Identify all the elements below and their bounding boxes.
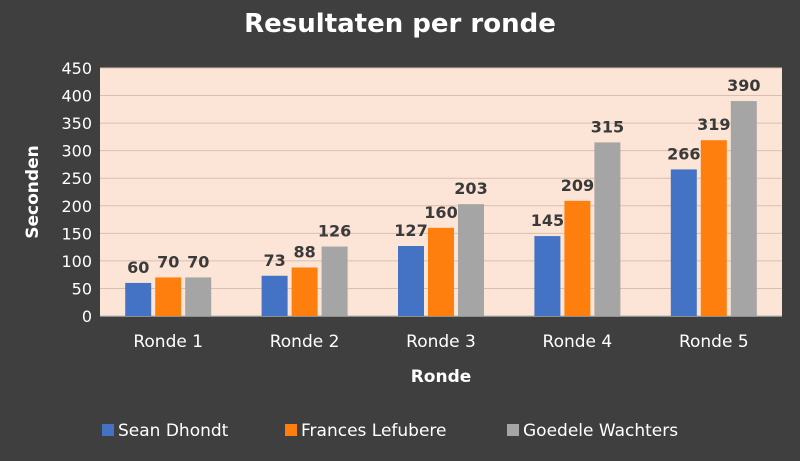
y-tick-label: 450 [61, 59, 92, 78]
data-label: 160 [424, 203, 457, 222]
bar [125, 282, 152, 316]
bar [458, 204, 484, 316]
bar [670, 169, 697, 316]
bar [291, 267, 318, 316]
y-tick-label: 300 [61, 142, 92, 161]
legend-swatch [102, 424, 114, 436]
bar [428, 227, 454, 316]
chart-title: Resultaten per ronde [244, 9, 556, 39]
x-tick-label: Ronde 2 [270, 332, 340, 352]
data-label: 127 [394, 221, 427, 240]
bar [398, 246, 424, 316]
bar [185, 277, 212, 316]
data-label: 266 [667, 144, 700, 163]
data-label: 60 [127, 258, 149, 277]
x-tick-label: Ronde 4 [543, 332, 613, 352]
data-label: 70 [157, 252, 179, 271]
data-label: 126 [318, 222, 351, 241]
x-tick-label: Ronde 3 [406, 332, 476, 352]
bar [730, 101, 757, 316]
data-label: 73 [263, 251, 285, 270]
y-tick-label: 150 [61, 224, 92, 243]
x-tick-label: Ronde 5 [679, 332, 749, 352]
data-label: 88 [293, 243, 315, 262]
data-label: 70 [187, 252, 209, 271]
x-tick-label: Ronde 1 [133, 332, 203, 352]
data-label: 315 [591, 117, 624, 136]
bar [321, 246, 348, 316]
bar [564, 200, 591, 316]
axes: 0 50 100 150 200 250 300 350 400 450 Ronde 1 Ronde … [61, 59, 782, 352]
data-label: 209 [561, 176, 594, 195]
data-label: 319 [697, 115, 730, 134]
data-label: 390 [727, 76, 760, 95]
y-tick-label: 100 [61, 252, 92, 271]
bar [594, 142, 621, 316]
legend-swatch [507, 424, 519, 436]
y-axis-title: Seconden [23, 145, 43, 238]
y-tick-label: 0 [82, 307, 92, 326]
data-label: 145 [531, 211, 564, 230]
y-tick-label: 250 [61, 169, 92, 188]
y-tick-label: 400 [61, 87, 92, 106]
legend-label: Goedele Wachters [523, 421, 678, 441]
x-axis-title: Ronde [411, 367, 472, 387]
data-label: 203 [454, 179, 487, 198]
legend-label: Sean Dhondt [118, 421, 229, 441]
bars [125, 101, 757, 316]
y-tick-label: 200 [61, 197, 92, 216]
bar [155, 277, 182, 316]
bar [261, 275, 288, 316]
legend-label: Frances Lefubere [301, 421, 447, 441]
bar [534, 236, 561, 316]
y-tick-label: 50 [72, 279, 92, 298]
bar [700, 140, 727, 316]
legend: Sean Dhondt Frances Lefubere Goedele Wacht… [102, 421, 678, 441]
legend-swatch [285, 424, 297, 436]
y-tick-label: 350 [61, 114, 92, 133]
